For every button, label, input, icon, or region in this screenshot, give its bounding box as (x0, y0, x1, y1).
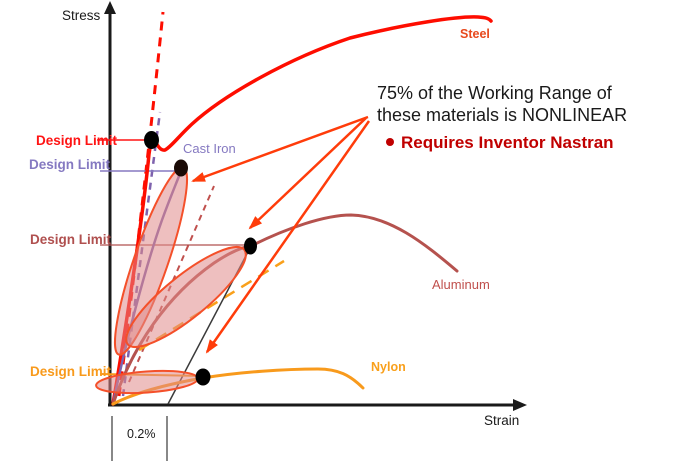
aluminum-nonlinear-highlight (125, 246, 247, 348)
arrow-to-aluminum-point (248, 117, 367, 230)
cast-iron-design-point (174, 159, 188, 177)
arrow-to-nylon-point (205, 120, 371, 354)
annotation-bullet-text: Requires Inventor Nastran (401, 133, 614, 152)
steel-design-point (144, 131, 159, 149)
steel-design-limit-label: Design Limit (36, 133, 118, 148)
cast-iron-design-limit-label: Design Limit (29, 157, 111, 172)
arrow-to-cast-iron-point (191, 115, 369, 183)
cast-iron-label: Cast Iron (183, 141, 236, 156)
annotation-line-1: 75% of the Working Range of (377, 83, 613, 103)
nylon-label: Nylon (371, 360, 406, 374)
steel-label: Steel (460, 27, 490, 41)
bullet-icon (386, 138, 394, 146)
steel-curve (111, 15, 493, 406)
nylon-design-point (195, 368, 211, 386)
aluminum-label: Aluminum (432, 277, 490, 292)
offset-strain-label: 0.2% (127, 427, 156, 441)
x-axis-arrow-icon (513, 399, 527, 411)
nylon-design-limit-label: Design Limit (30, 364, 112, 379)
aluminum-design-limit-label: Design Limit (30, 232, 112, 247)
stress-axis-label: Stress (62, 8, 101, 23)
aluminum-offset-dashed-line (128, 185, 215, 383)
strain-axis-label: Strain (484, 413, 519, 428)
annotation-line-2: these materials is NONLINEAR (377, 105, 627, 125)
y-axis-arrow-icon (104, 1, 116, 14)
aluminum-design-point (244, 237, 257, 255)
